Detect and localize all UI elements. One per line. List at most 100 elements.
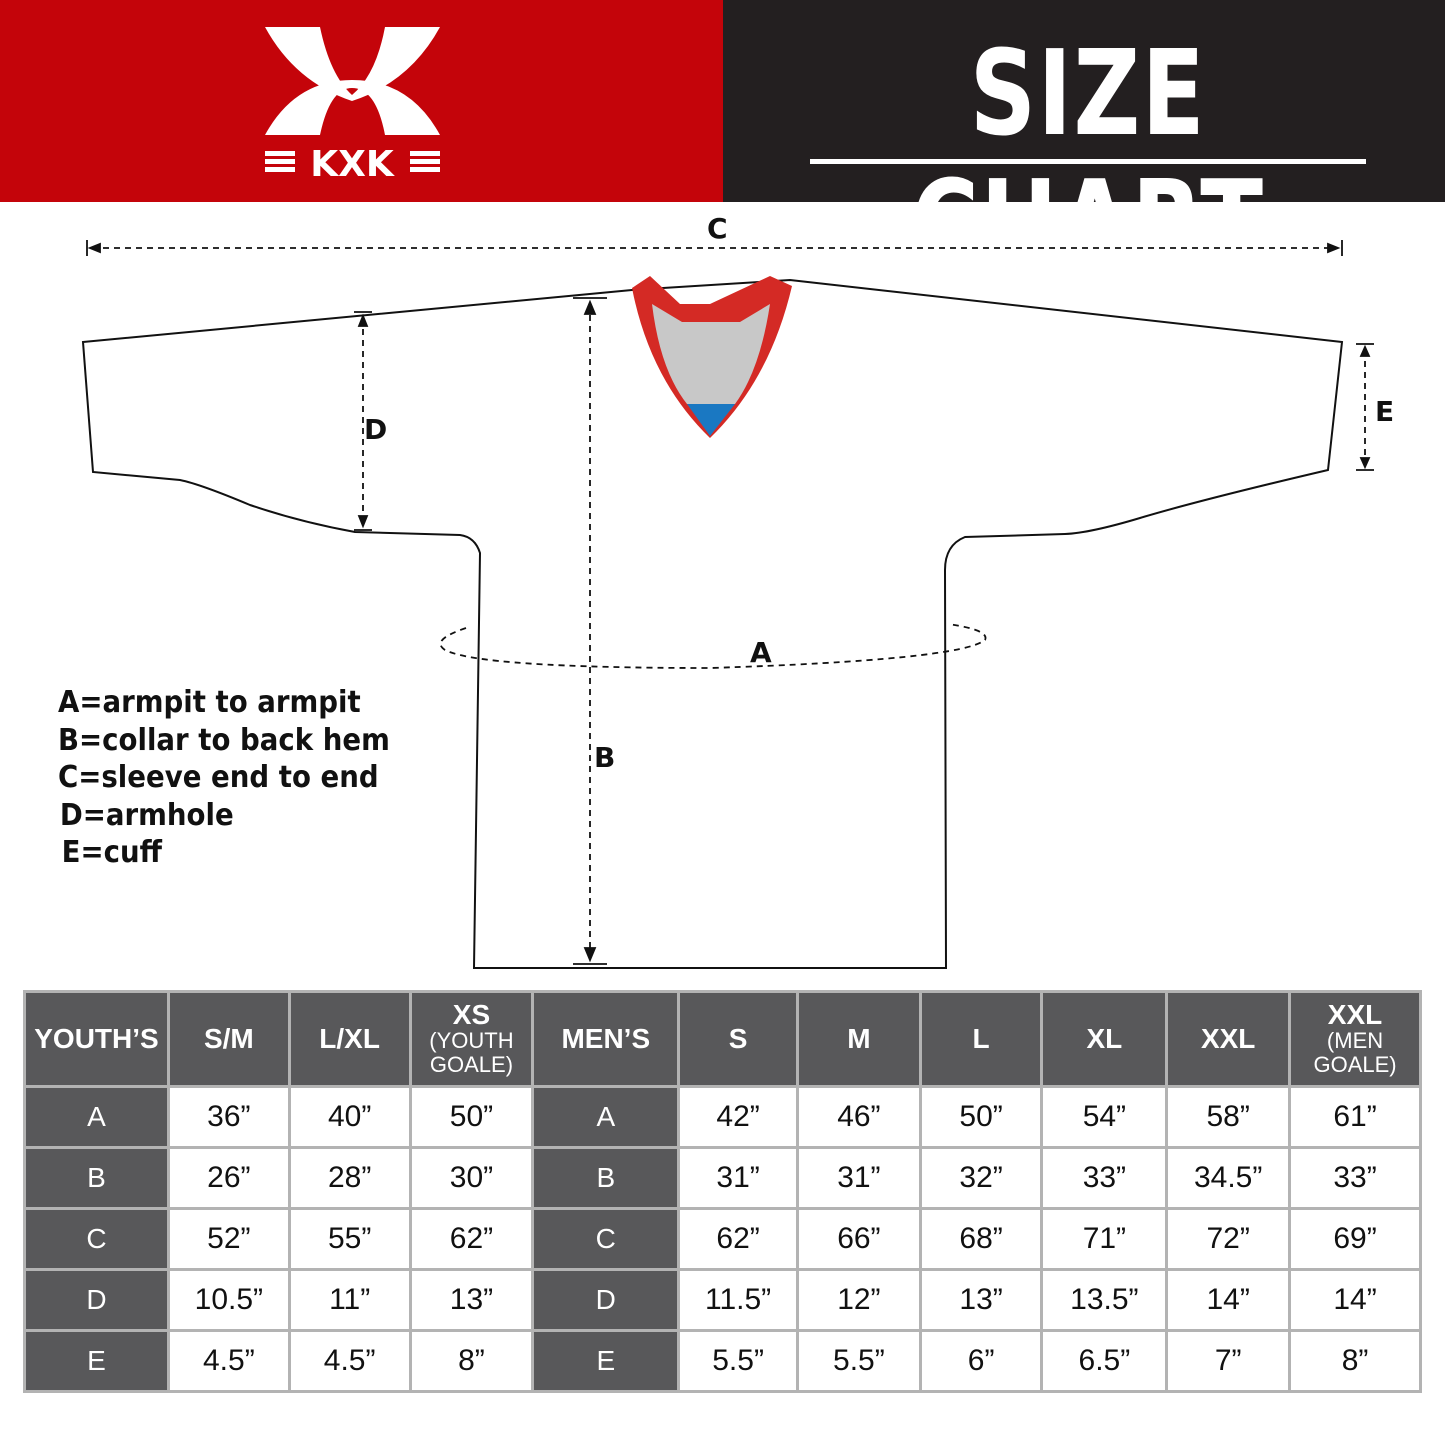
row-label: E: [531, 1329, 681, 1393]
column-header-label: XXL: [1200, 1023, 1256, 1054]
table-cell: 31”: [796, 1146, 922, 1210]
row-label: A: [531, 1085, 681, 1149]
table-cell: 33”: [1288, 1146, 1422, 1210]
column-header: S: [677, 990, 799, 1088]
table-cell: 7”: [1165, 1329, 1292, 1393]
table-header-row: YOUTH’S S/M L/XL XS (YOUTH GOALE) MEN’S S M L XL X…: [23, 990, 1422, 1088]
table-cell: 8”: [1288, 1329, 1422, 1393]
table-cell: 66”: [796, 1207, 922, 1271]
column-header-label: MEN’S: [561, 1023, 651, 1054]
table-cell: 40”: [287, 1085, 412, 1149]
table-cell: 13”: [408, 1268, 535, 1332]
label-c: C: [707, 212, 728, 245]
table-cell: 11”: [287, 1268, 412, 1332]
table-cell: 61”: [1288, 1085, 1422, 1149]
table-cell: 68”: [918, 1207, 1044, 1271]
column-header: M: [796, 990, 922, 1088]
svg-text:KXK: KXK: [310, 144, 395, 185]
table-cell: 50”: [408, 1085, 535, 1149]
table-row: E 4.5” 4.5” 8” E 5.5” 5.5” 6” 6.5” 7” 8”: [23, 1329, 1422, 1393]
row-label: B: [23, 1146, 170, 1210]
table-cell: 14”: [1288, 1268, 1422, 1332]
jersey-outline: [81, 278, 1344, 969]
table-cell: 5.5”: [677, 1329, 799, 1393]
column-header: XL: [1040, 990, 1169, 1088]
table-cell: 13.5”: [1040, 1268, 1169, 1332]
column-header-label: L: [972, 1023, 990, 1054]
brand-banner: KXK: [0, 0, 723, 202]
measurement-legend: A=armpit to armpit B=collar to back hem …: [58, 684, 419, 872]
column-header-label: M: [847, 1023, 871, 1054]
table-cell: 12”: [796, 1268, 922, 1332]
label-e: E: [1375, 395, 1395, 428]
column-header-label: S/M: [203, 1023, 254, 1054]
legend-item: E=cuff: [61, 835, 163, 870]
table-row: C 52” 55” 62” C 62” 66” 68” 71” 72” 69”: [23, 1207, 1422, 1271]
table-cell: 54”: [1040, 1085, 1169, 1149]
table-cell: 42”: [677, 1085, 799, 1149]
table-cell: 55”: [287, 1207, 412, 1271]
page-title: SIZE CHART: [911, 24, 1265, 292]
column-header: MEN’S: [531, 990, 681, 1088]
column-header: L/XL: [287, 990, 412, 1088]
table-cell: 32”: [918, 1146, 1044, 1210]
column-header: XS (YOUTH GOALE): [408, 990, 535, 1088]
table-cell: 50”: [918, 1085, 1044, 1149]
table-cell: 13”: [918, 1268, 1044, 1332]
label-a: A: [750, 636, 772, 669]
legend-item: D=armhole: [59, 797, 234, 833]
table-cell: 69”: [1288, 1207, 1422, 1271]
column-header-sublabel: (YOUTH GOALE): [429, 1028, 514, 1077]
column-header: XXL (MEN GOALE): [1288, 990, 1422, 1088]
table-cell: 4.5”: [166, 1329, 291, 1393]
jersey-diagram: [81, 240, 1374, 969]
label-d: D: [364, 413, 388, 446]
table-cell: 10.5”: [166, 1268, 291, 1332]
title-underline: [810, 159, 1366, 164]
row-label: E: [23, 1329, 170, 1393]
legend-item: B=collar to back hem: [58, 722, 390, 758]
table-cell: 28”: [287, 1146, 412, 1210]
table-cell: 11.5”: [677, 1268, 799, 1332]
table-cell: 8”: [408, 1329, 535, 1393]
row-label: C: [531, 1207, 681, 1271]
table-cell: 58”: [1165, 1085, 1292, 1149]
table-cell: 71”: [1040, 1207, 1169, 1271]
column-header-label: XL: [1086, 1023, 1123, 1054]
column-header: L: [918, 990, 1044, 1088]
row-label: D: [23, 1268, 170, 1332]
column-header-label: YOUTH’S: [34, 1023, 159, 1054]
label-b: B: [594, 741, 616, 774]
table-cell: 72”: [1165, 1207, 1292, 1271]
column-header-label: XS: [452, 999, 491, 1030]
column-header-sublabel: (MEN GOALE): [1313, 1028, 1397, 1077]
table-cell: 4.5”: [287, 1329, 412, 1393]
table-cell: 5.5”: [796, 1329, 922, 1393]
table-row: A 36” 40” 50” A 42” 46” 50” 54” 58” 61”: [23, 1085, 1422, 1149]
table-cell: 34.5”: [1165, 1146, 1292, 1210]
size-table: YOUTH’S S/M L/XL XS (YOUTH GOALE) MEN’S S M L XL X…: [23, 990, 1422, 1393]
legend-item: A=armpit to armpit: [58, 685, 361, 720]
table-cell: 46”: [796, 1085, 922, 1149]
table-cell: 26”: [166, 1146, 291, 1210]
table-row: B 26” 28” 30” B 31” 31” 32” 33” 34.5” 33”: [23, 1146, 1422, 1210]
column-header-label: L/XL: [319, 1023, 380, 1054]
kxk-logo: KXK: [265, 27, 440, 185]
table-cell: 36”: [166, 1085, 291, 1149]
column-header: XXL: [1165, 990, 1292, 1088]
table-cell: 14”: [1165, 1268, 1292, 1332]
collar-inner: [652, 304, 770, 404]
table-cell: 33”: [1040, 1146, 1169, 1210]
table-cell: 6”: [918, 1329, 1044, 1393]
table-cell: 6.5”: [1040, 1329, 1169, 1393]
table-cell: 62”: [677, 1207, 799, 1271]
table-cell: 30”: [408, 1146, 535, 1210]
table-cell: 62”: [408, 1207, 535, 1271]
legend-item: C=sleeve end to end: [58, 760, 379, 795]
table-row: D 10.5” 11” 13” D 11.5” 12” 13” 13.5” 14” 14”: [23, 1268, 1422, 1332]
column-header: YOUTH’S: [23, 990, 170, 1088]
row-label: B: [531, 1146, 681, 1210]
row-label: C: [23, 1207, 170, 1271]
measure-a-ellipse: [439, 623, 987, 669]
table-cell: 31”: [677, 1146, 799, 1210]
